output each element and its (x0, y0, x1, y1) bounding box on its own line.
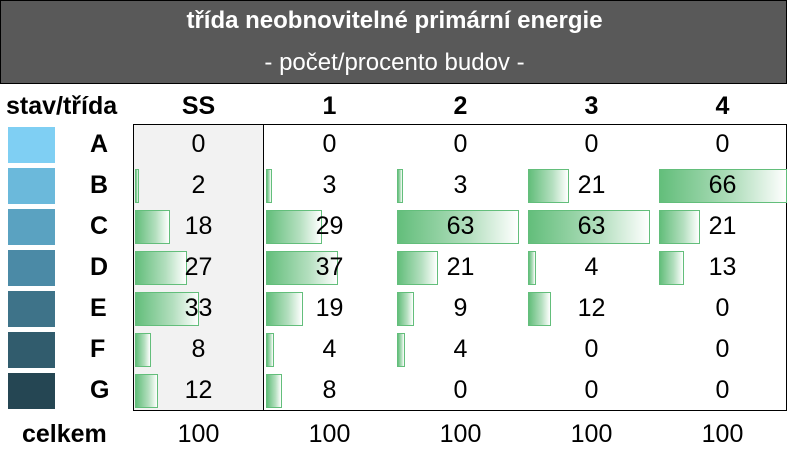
total-value: 100 (308, 420, 351, 448)
cell-value: 0 (453, 130, 468, 158)
data-bar-d-4 (659, 251, 684, 285)
total-value: 100 (570, 420, 613, 448)
row-label-f: F (90, 335, 106, 363)
cell-value: 3 (453, 171, 468, 199)
cell-value: 0 (715, 294, 730, 322)
data-bar-e-3 (528, 292, 551, 326)
class-swatch-e (8, 291, 55, 327)
column-header-3: 3 (584, 92, 599, 120)
cell-value: 4 (584, 253, 599, 281)
data-bar-d-3 (528, 251, 536, 285)
total-value: 100 (177, 420, 220, 448)
data-bar-f-ss (135, 333, 151, 367)
cell-value: 0 (715, 335, 730, 363)
cell-value: 66 (708, 171, 737, 199)
class-swatch-d (8, 250, 55, 286)
cell-value: 27 (184, 253, 213, 281)
cell-value: 8 (191, 335, 206, 363)
data-bar-d-ss (135, 251, 187, 285)
corner-label: stav/třída (6, 92, 118, 120)
data-bar-b-1 (266, 169, 272, 203)
cell-value: 33 (184, 294, 213, 322)
cell-value: 63 (446, 212, 475, 240)
cell-value: 12 (577, 294, 606, 322)
row-label-a: A (90, 130, 109, 158)
total-label: celkem (22, 420, 107, 448)
cell-value: 21 (708, 212, 737, 240)
cell-value: 29 (315, 212, 344, 240)
cell-value: 0 (191, 130, 206, 158)
cell-value: 18 (184, 212, 213, 240)
data-bar-d-2 (397, 251, 438, 285)
cell-value: 4 (322, 335, 337, 363)
row-label-b: B (90, 171, 109, 199)
cell-value: 21 (446, 253, 475, 281)
cell-value: 0 (453, 376, 468, 404)
cell-value: 0 (584, 335, 599, 363)
cell-value: 0 (715, 376, 730, 404)
cell-value: 0 (584, 130, 599, 158)
row-label-g: G (90, 376, 110, 404)
data-bar-b-ss (135, 169, 139, 203)
data-bar-c-1 (266, 210, 322, 244)
cell-value: 13 (708, 253, 737, 281)
row-label-c: C (90, 212, 109, 240)
data-bar-g-1 (266, 374, 282, 408)
data-bar-e-ss (135, 292, 199, 326)
data-bar-c-ss (135, 210, 170, 244)
cell-value: 3 (322, 171, 337, 199)
cell-value: 19 (315, 294, 344, 322)
chart-header: třída neobnovitelné primární energie - p… (0, 0, 787, 84)
data-bar-f-1 (266, 333, 274, 367)
row-label-d: D (90, 253, 109, 281)
cell-value: 2 (191, 171, 206, 199)
data-bar-c-4 (659, 210, 700, 244)
cell-value: 0 (322, 130, 337, 158)
cell-value: 21 (577, 171, 606, 199)
cell-value: 37 (315, 253, 344, 281)
data-bar-g-ss (135, 374, 158, 408)
class-swatch-f (8, 332, 55, 368)
cell-value: 0 (584, 376, 599, 404)
column-header-4: 4 (715, 92, 730, 120)
class-swatch-b (8, 168, 55, 204)
chart-subtitle: - počet/procento budov - (264, 49, 525, 76)
chart-title: třída neobnovitelné primární energie (186, 7, 603, 34)
class-swatch-a (8, 127, 55, 163)
column-header-ss: SS (181, 92, 216, 120)
table-frame (263, 124, 787, 411)
total-value: 100 (439, 420, 482, 448)
data-bar-b-4 (659, 169, 787, 203)
class-swatch-c (8, 209, 55, 245)
cell-value: 8 (322, 376, 337, 404)
column-header-2: 2 (453, 92, 468, 120)
data-bar-b-3 (528, 169, 569, 203)
data-bar-d-1 (266, 251, 338, 285)
data-bar-f-2 (397, 333, 405, 367)
row-label-e: E (90, 294, 107, 322)
data-bar-e-2 (397, 292, 414, 326)
cell-value: 12 (184, 376, 213, 404)
data-bar-b-2 (397, 169, 403, 203)
data-bar-e-1 (266, 292, 303, 326)
data-bar-c-2 (397, 210, 519, 244)
class-swatch-g (8, 373, 55, 409)
cell-value: 4 (453, 335, 468, 363)
total-value: 100 (701, 420, 744, 448)
cell-value: 9 (453, 294, 468, 322)
cell-value: 0 (715, 130, 730, 158)
data-bar-c-3 (528, 210, 650, 244)
column-header-1: 1 (322, 92, 337, 120)
cell-value: 63 (577, 212, 606, 240)
